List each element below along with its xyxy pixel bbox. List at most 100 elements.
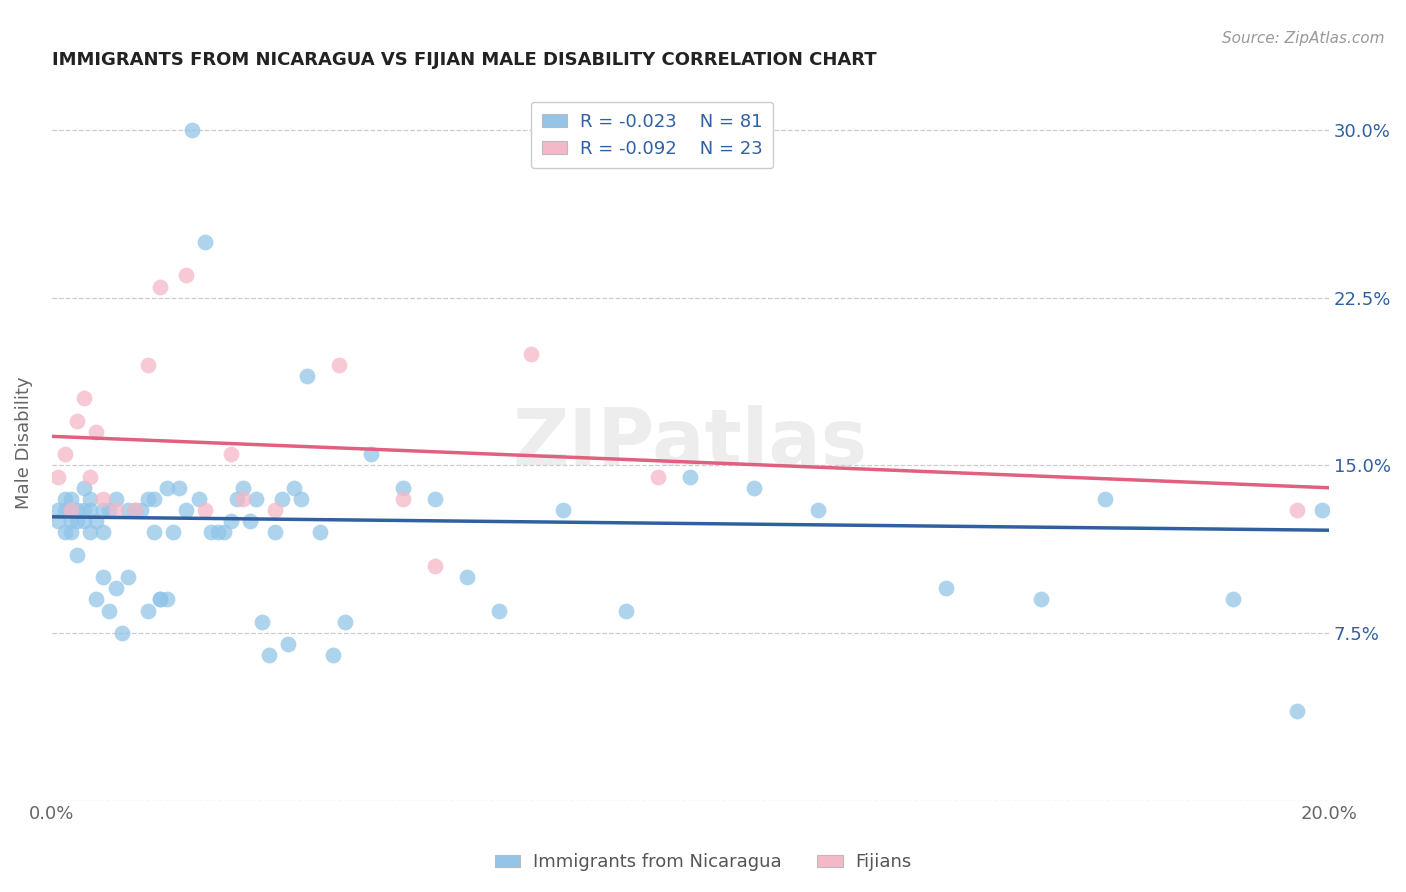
Text: ZIPatlas: ZIPatlas [513, 405, 868, 481]
Point [149, 592, 172, 607]
Point [73, 503, 96, 517]
Point [456, 570, 478, 584]
Point [219, 447, 242, 461]
Point [742, 481, 765, 495]
Point [46, 469, 69, 483]
Point [174, 503, 197, 517]
Point [79, 491, 101, 506]
Point [212, 525, 235, 540]
Point [1222, 592, 1244, 607]
Point [616, 604, 638, 618]
Point [219, 514, 242, 528]
Point [194, 503, 217, 517]
Point [104, 582, 127, 596]
Point [1285, 704, 1308, 718]
Point [1094, 491, 1116, 506]
Point [187, 491, 209, 506]
Point [104, 503, 127, 517]
Point [392, 481, 415, 495]
Point [328, 358, 350, 372]
Point [295, 369, 318, 384]
Point [98, 604, 121, 618]
Point [124, 503, 146, 517]
Point [59, 525, 82, 540]
Point [66, 548, 89, 562]
Point [322, 648, 344, 663]
Point [290, 491, 312, 506]
Point [207, 525, 229, 540]
Point [360, 447, 382, 461]
Point [647, 469, 669, 483]
Point [66, 503, 89, 517]
Point [111, 626, 134, 640]
Point [73, 481, 96, 495]
Point [86, 425, 108, 439]
Point [1285, 503, 1308, 517]
Point [46, 514, 69, 528]
Point [488, 604, 510, 618]
Point [270, 491, 292, 506]
Point [149, 279, 172, 293]
Point [335, 615, 357, 629]
Point [66, 514, 89, 528]
Legend: Immigrants from Nicaragua, Fijians: Immigrants from Nicaragua, Fijians [488, 847, 918, 879]
Point [232, 481, 254, 495]
Point [91, 503, 114, 517]
Point [1031, 592, 1053, 607]
Point [73, 392, 96, 406]
Point [156, 592, 179, 607]
Text: IMMIGRANTS FROM NICARAGUA VS FIJIAN MALE DISABILITY CORRELATION CHART: IMMIGRANTS FROM NICARAGUA VS FIJIAN MALE… [52, 51, 876, 69]
Point [117, 503, 139, 517]
Point [423, 559, 446, 574]
Point [423, 491, 446, 506]
Point [46, 503, 69, 517]
Point [79, 469, 101, 483]
Point [91, 491, 114, 506]
Point [86, 592, 108, 607]
Point [551, 503, 574, 517]
Point [252, 615, 274, 629]
Point [679, 469, 702, 483]
Point [194, 235, 217, 249]
Point [156, 481, 179, 495]
Point [86, 514, 108, 528]
Point [136, 358, 159, 372]
Point [129, 503, 152, 517]
Point [162, 525, 184, 540]
Point [59, 503, 82, 517]
Point [264, 525, 287, 540]
Point [142, 525, 165, 540]
Point [104, 491, 127, 506]
Point [124, 503, 146, 517]
Point [519, 346, 541, 360]
Text: Source: ZipAtlas.com: Source: ZipAtlas.com [1222, 31, 1385, 46]
Point [149, 592, 172, 607]
Point [79, 525, 101, 540]
Point [257, 648, 280, 663]
Point [91, 525, 114, 540]
Point [239, 514, 262, 528]
Point [98, 503, 121, 517]
Point [264, 503, 287, 517]
Point [245, 491, 267, 506]
Point [807, 503, 830, 517]
Point [226, 491, 249, 506]
Point [935, 582, 957, 596]
Point [53, 491, 76, 506]
Point [200, 525, 222, 540]
Point [136, 604, 159, 618]
Point [53, 447, 76, 461]
Point [181, 123, 204, 137]
Point [73, 514, 96, 528]
Point [174, 268, 197, 283]
Point [277, 637, 299, 651]
Point [66, 414, 89, 428]
Point [1312, 503, 1334, 517]
Point [53, 503, 76, 517]
Y-axis label: Male Disability: Male Disability [15, 376, 32, 509]
Point [136, 491, 159, 506]
Point [283, 481, 305, 495]
Point [91, 570, 114, 584]
Point [309, 525, 332, 540]
Point [169, 481, 191, 495]
